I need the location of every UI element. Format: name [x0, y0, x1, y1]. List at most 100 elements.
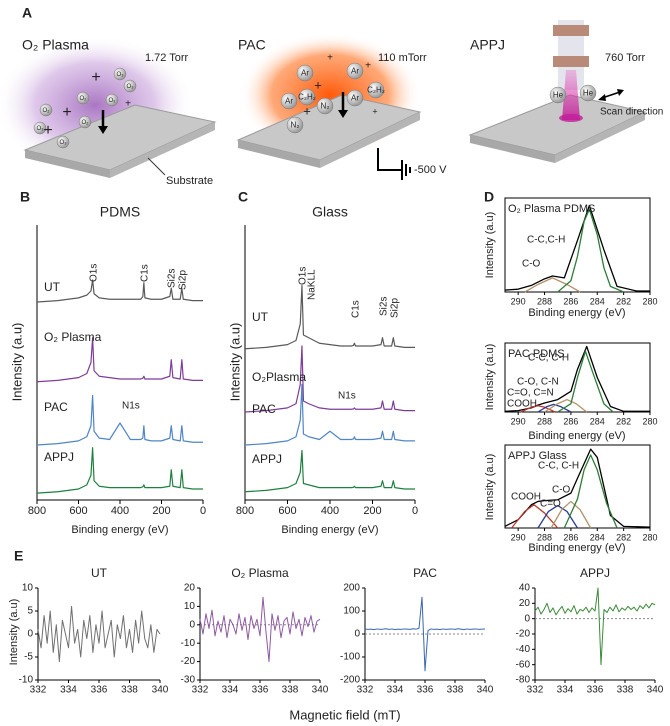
series-line	[36, 447, 203, 494]
series-line	[524, 277, 581, 293]
y-tick-label: 200	[343, 583, 360, 594]
y-tick-label: -20	[181, 656, 196, 667]
schematic-o2	[0, 35, 217, 178]
molecule	[549, 86, 567, 104]
ion: +	[43, 122, 52, 139]
x-tick-label: 338	[447, 685, 464, 696]
pressure: 1.72 Torr	[145, 52, 189, 64]
x-axis-label: Magnetic field (mT)	[289, 707, 400, 722]
x-tick-label: 290	[511, 296, 526, 306]
ion: +	[62, 104, 71, 121]
ion: +	[125, 99, 131, 110]
x-tick-label: 334	[60, 685, 77, 696]
molecule-label: Ar	[351, 67, 359, 76]
x-tick-label: 336	[417, 685, 434, 696]
molecule	[316, 97, 334, 115]
x-tick-label: 288	[537, 532, 552, 542]
x-tick-label: 332	[192, 685, 209, 696]
x-tick-label: 400	[321, 505, 339, 517]
molecule-label: O₃	[116, 72, 124, 78]
series-line	[557, 208, 624, 293]
peak-label: NaKLL	[307, 269, 318, 300]
ion: +	[365, 61, 371, 72]
chart-title: O₂ Plasma PDMS	[508, 203, 595, 215]
molecule	[76, 91, 90, 105]
y-axis-label: Intensity (a.u)	[484, 454, 496, 521]
y-tick-label: 5	[27, 606, 33, 617]
chart-title: APPJ	[580, 566, 610, 580]
peak-label: Si2s	[167, 269, 178, 288]
schematic-pac	[236, 33, 422, 180]
molecule	[346, 62, 364, 80]
series-label: UT	[44, 280, 61, 294]
scheme-title: O₂ Plasma	[22, 37, 89, 53]
y-axis-label: Intensity (a.u)	[227, 323, 242, 402]
series-line	[199, 596, 321, 663]
peak-label: N1s	[338, 391, 356, 402]
molecule-label: O₂	[109, 98, 117, 104]
molecule-label: C₂H₂	[298, 93, 316, 102]
molecule-label: O₂	[80, 96, 88, 102]
molecule-label: C₂H₂	[367, 86, 385, 95]
pressure: 760 Torr	[605, 52, 645, 64]
molecule-label: O₃	[126, 84, 134, 90]
leader-line	[147, 157, 166, 176]
molecule	[56, 135, 70, 149]
substrate-edge	[555, 112, 645, 163]
arrow-head	[98, 126, 108, 134]
x-tick-label: 334	[222, 685, 239, 696]
x-tick-label: 282	[616, 416, 631, 426]
y-tick-label: -5	[24, 652, 33, 663]
y-axis-label: Intensity (a.u)	[9, 323, 24, 402]
x-axis-label: Binding energy (eV)	[528, 430, 625, 442]
x-tick-label: 0	[200, 505, 206, 517]
molecule-label: He	[583, 89, 594, 98]
x-tick-label: 332	[527, 685, 544, 696]
x-tick-label: 340	[477, 685, 494, 696]
ion: +	[303, 103, 311, 118]
electrode-ring	[553, 56, 589, 67]
x-tick-label: 336	[91, 685, 108, 696]
series-label: COOH	[511, 492, 541, 503]
chart-title: APPJ Glass	[508, 450, 567, 462]
series-label: APPJ	[44, 450, 74, 464]
substrate-label: Substrate	[166, 175, 213, 187]
molecule-label: Ar	[351, 94, 359, 103]
substrate-edge	[238, 140, 320, 168]
series-label: C=O	[540, 499, 561, 510]
series-line	[244, 383, 415, 446]
y-tick-label: 20	[184, 583, 196, 594]
series-line	[534, 587, 656, 666]
schematic-appj	[468, 20, 647, 163]
y-tick-label: -80	[516, 675, 531, 686]
series-line	[36, 279, 203, 303]
y-tick-label: -200	[340, 675, 360, 686]
molecule-label: O₃	[36, 126, 44, 132]
x-tick-label: 288	[537, 416, 552, 426]
molecule	[280, 92, 298, 110]
series-label: C=O, C=N	[507, 388, 554, 399]
scheme-title: APPJ	[470, 37, 505, 53]
x-tick-label: 290	[511, 416, 526, 426]
x-tick-label: 800	[28, 505, 46, 517]
series-line	[563, 454, 618, 529]
x-tick-label: 600	[278, 505, 296, 517]
series-label: APPJ	[252, 452, 282, 466]
series-line	[36, 394, 203, 446]
x-tick-label: 280	[642, 532, 657, 542]
y-tick-label: -20	[516, 629, 531, 640]
plot-frame	[504, 197, 651, 293]
ion: +	[327, 53, 333, 64]
bias-label: -500 V	[414, 164, 447, 176]
chart-title: PAC PDMS	[508, 348, 565, 360]
y-tick-label: 0	[189, 619, 195, 630]
plot-frame	[504, 342, 651, 413]
series-line	[520, 405, 556, 413]
x-tick-label: 288	[537, 296, 552, 306]
x-tick-label: 200	[152, 505, 170, 517]
x-tick-label: 290	[511, 532, 526, 542]
x-tick-label: 800	[236, 505, 254, 517]
molecule	[579, 84, 597, 102]
series-line	[364, 596, 486, 672]
